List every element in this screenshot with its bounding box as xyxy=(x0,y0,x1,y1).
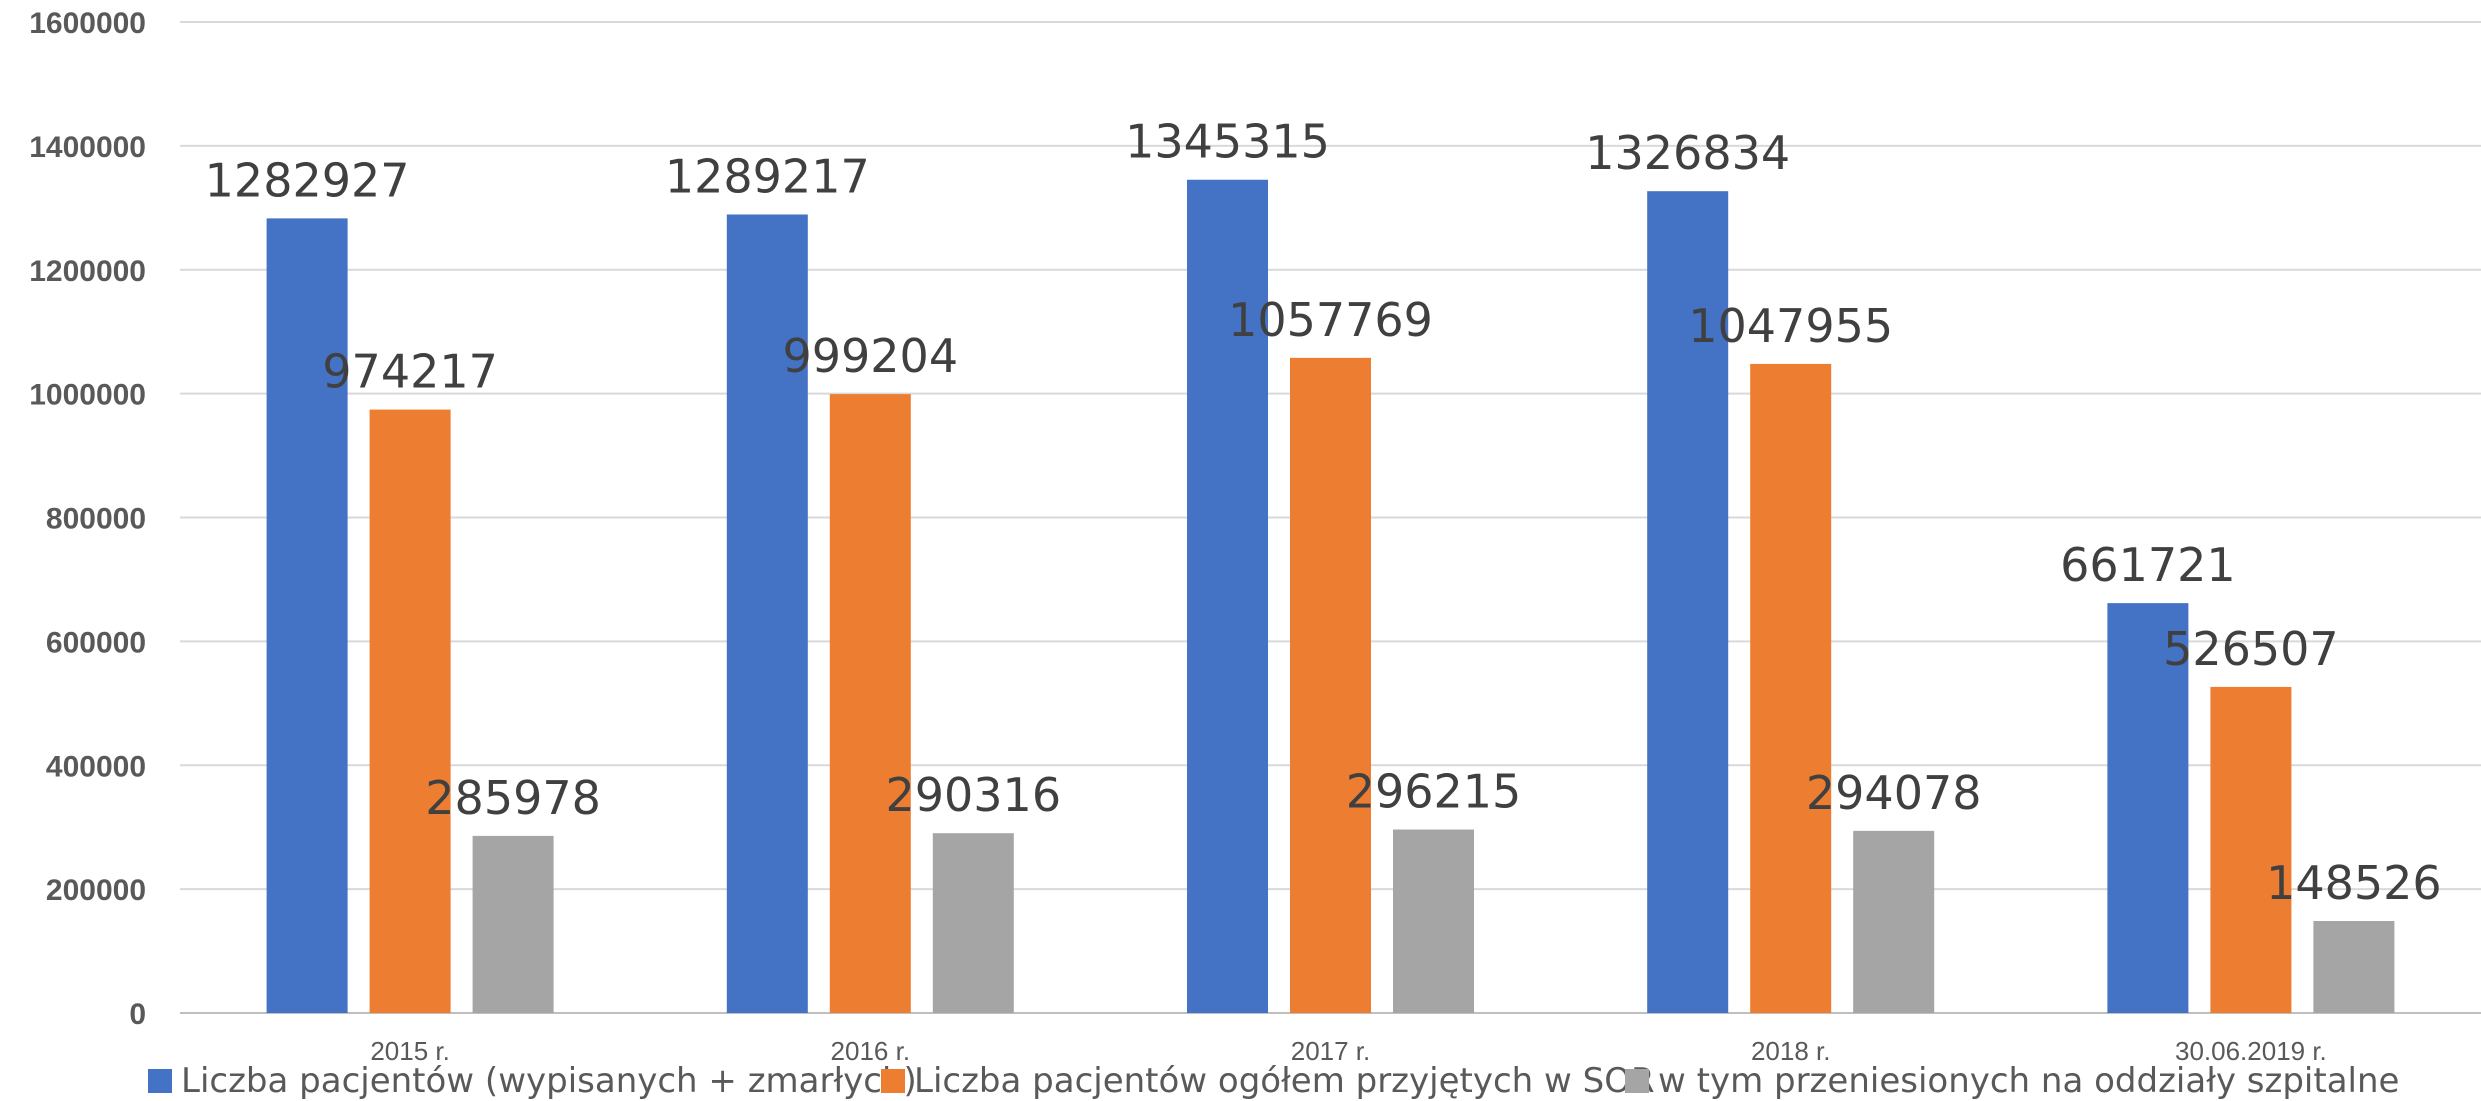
legend-label: Liczba pacjentów (wypisanych + zmarłych) xyxy=(181,1061,917,1101)
bar xyxy=(829,394,911,1013)
bar xyxy=(1290,357,1371,1013)
bar xyxy=(472,835,554,1013)
y-tick-label: 600000 xyxy=(46,626,146,659)
bar xyxy=(726,214,808,1014)
bar xyxy=(266,218,348,1013)
data-label: 1057769 xyxy=(1228,293,1433,347)
bar xyxy=(1853,830,1935,1013)
legend-label: Liczba pacjentów ogółem przyjętych w SOR xyxy=(914,1061,1655,1101)
y-tick-label: 200000 xyxy=(46,874,146,907)
bar xyxy=(2313,921,2395,1013)
x-tick-label: 2015 r. xyxy=(370,1036,450,1066)
data-label: 294078 xyxy=(1806,766,1982,820)
legend-label: w tym przeniesionych na oddziały szpital… xyxy=(1658,1061,2399,1101)
bar xyxy=(2210,686,2292,1013)
y-tick-label: 1400000 xyxy=(29,131,146,164)
data-labels: 1282927 974217 285978 1289217 999204 290316 13… xyxy=(205,115,2442,910)
y-tick-label: 1600000 xyxy=(29,7,146,40)
y-tick-label: 400000 xyxy=(46,750,146,783)
legend-swatch xyxy=(1625,1069,1649,1093)
data-label: 285978 xyxy=(425,771,601,825)
legend-swatch xyxy=(881,1069,905,1093)
x-axis: 2015 r. 2016 r. 2017 r. 2018 r. 30.06.2019 r… xyxy=(370,1036,2326,1066)
data-label: 148526 xyxy=(2266,856,2442,910)
bar xyxy=(932,833,1014,1013)
x-tick-label: 30.06.2019 r. xyxy=(2175,1036,2327,1066)
bar xyxy=(1393,829,1474,1013)
data-label: 526507 xyxy=(2163,622,2339,676)
data-label: 1326834 xyxy=(1585,126,1790,180)
data-label: 1047955 xyxy=(1688,299,1893,353)
y-tick-label: 0 xyxy=(129,998,146,1031)
y-tick-label: 1000000 xyxy=(29,379,146,412)
x-tick-label: 2018 r. xyxy=(1751,1036,1831,1066)
legend-swatch xyxy=(148,1069,172,1093)
y-tick-label: 800000 xyxy=(46,503,146,536)
bar xyxy=(2107,603,2189,1013)
x-tick-label: 2016 r. xyxy=(831,1036,911,1066)
data-label: 999204 xyxy=(782,329,958,383)
bar xyxy=(1647,191,1729,1013)
bar xyxy=(369,409,451,1013)
data-label: 1345315 xyxy=(1125,115,1330,169)
y-axis: 0 200000 400000 600000 800000 1000000 1200000 1… xyxy=(29,7,146,1031)
x-tick-label: 2017 r. xyxy=(1291,1036,1371,1066)
data-label: 1282927 xyxy=(205,153,410,207)
bar xyxy=(1750,363,1832,1014)
bars xyxy=(266,179,2395,1014)
bar xyxy=(1187,179,1268,1013)
data-label: 290316 xyxy=(885,768,1061,822)
legend: Liczba pacjentów (wypisanych + zmarłych)… xyxy=(148,1061,2399,1101)
data-label: 661721 xyxy=(2060,538,2236,592)
y-tick-label: 1200000 xyxy=(29,255,146,288)
data-label: 1289217 xyxy=(665,149,870,203)
data-label: 974217 xyxy=(322,345,498,399)
data-label: 296215 xyxy=(1346,765,1522,819)
